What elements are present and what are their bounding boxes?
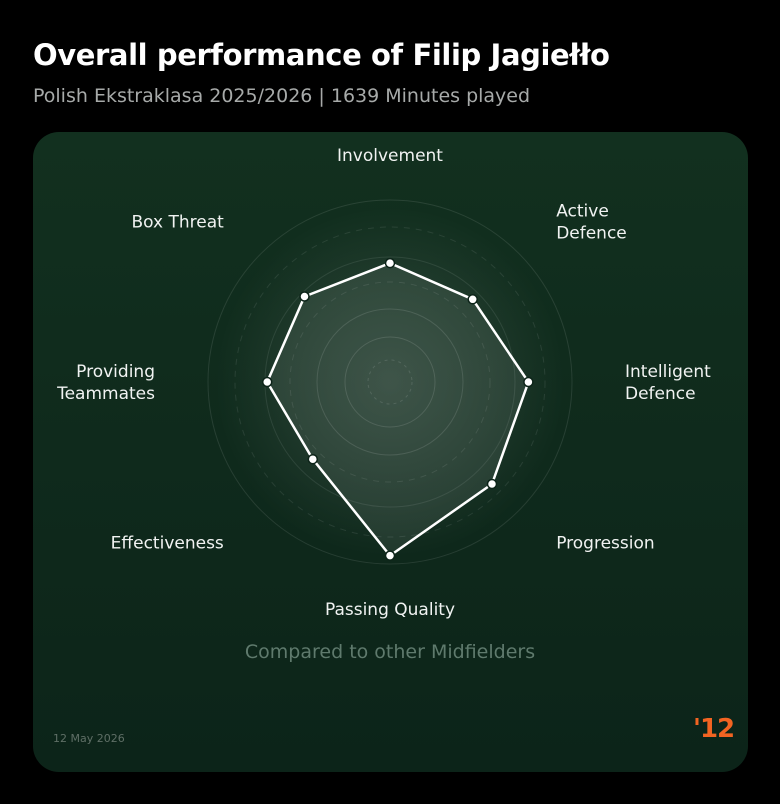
card-background xyxy=(33,132,748,772)
radar-polygon xyxy=(265,261,530,557)
axis-label: Passing Quality xyxy=(325,600,455,620)
axis-label-line: Teammates xyxy=(56,384,155,404)
chart-card: Involvement Active Defence Intelligent Defen… xyxy=(33,132,748,772)
radar-point xyxy=(384,257,396,269)
page-subtitle: Polish Ekstraklasa 2025/2026 | 1639 Minu… xyxy=(33,85,531,107)
axis-label-line: Providing xyxy=(76,362,155,382)
radar-point xyxy=(261,376,273,388)
grid-ring xyxy=(207,199,573,565)
date-stamp: 12 May 2026 xyxy=(53,732,125,745)
axis-label-line: Defence xyxy=(625,384,696,404)
radar-point xyxy=(467,294,478,305)
page-title: Overall performance of Filip Jagiełło xyxy=(33,38,610,72)
brand-logo: '12 xyxy=(693,714,735,744)
grid-ring xyxy=(316,308,464,456)
radar-point xyxy=(299,291,310,302)
radar-point xyxy=(384,550,396,561)
grid-ring xyxy=(367,359,413,405)
axis-label-line: Box Threat xyxy=(131,213,224,233)
axis-label: Effectiveness xyxy=(111,534,224,554)
radar-point xyxy=(523,376,534,388)
axis-label-line: Defence xyxy=(556,224,627,244)
grid-ring xyxy=(289,281,491,483)
comparison-note: Compared to other Midfielders xyxy=(245,641,535,663)
axis-label: Providing Teammates xyxy=(56,362,155,404)
radar-point xyxy=(486,478,498,490)
grid-ring xyxy=(234,226,546,538)
axis-label: Involvement xyxy=(337,146,443,166)
radar-grid xyxy=(207,199,573,565)
axis-label-line: Active xyxy=(556,202,609,222)
axis-label-line: Effectiveness xyxy=(111,534,224,554)
axis-label-line: Progression xyxy=(556,534,654,554)
grid-ring xyxy=(344,336,436,428)
radar-point xyxy=(307,453,319,465)
axis-label-line: Involvement xyxy=(337,146,443,166)
axis-label-line: Passing Quality xyxy=(325,600,455,620)
axis-label: Intelligent Defence xyxy=(625,362,711,404)
axis-label: Active Defence xyxy=(556,202,627,244)
radar-shape-group xyxy=(261,257,534,561)
axis-label: Progression xyxy=(556,534,654,554)
axis-label-line: Intelligent xyxy=(625,362,711,382)
axis-label: Box Threat xyxy=(131,213,224,233)
